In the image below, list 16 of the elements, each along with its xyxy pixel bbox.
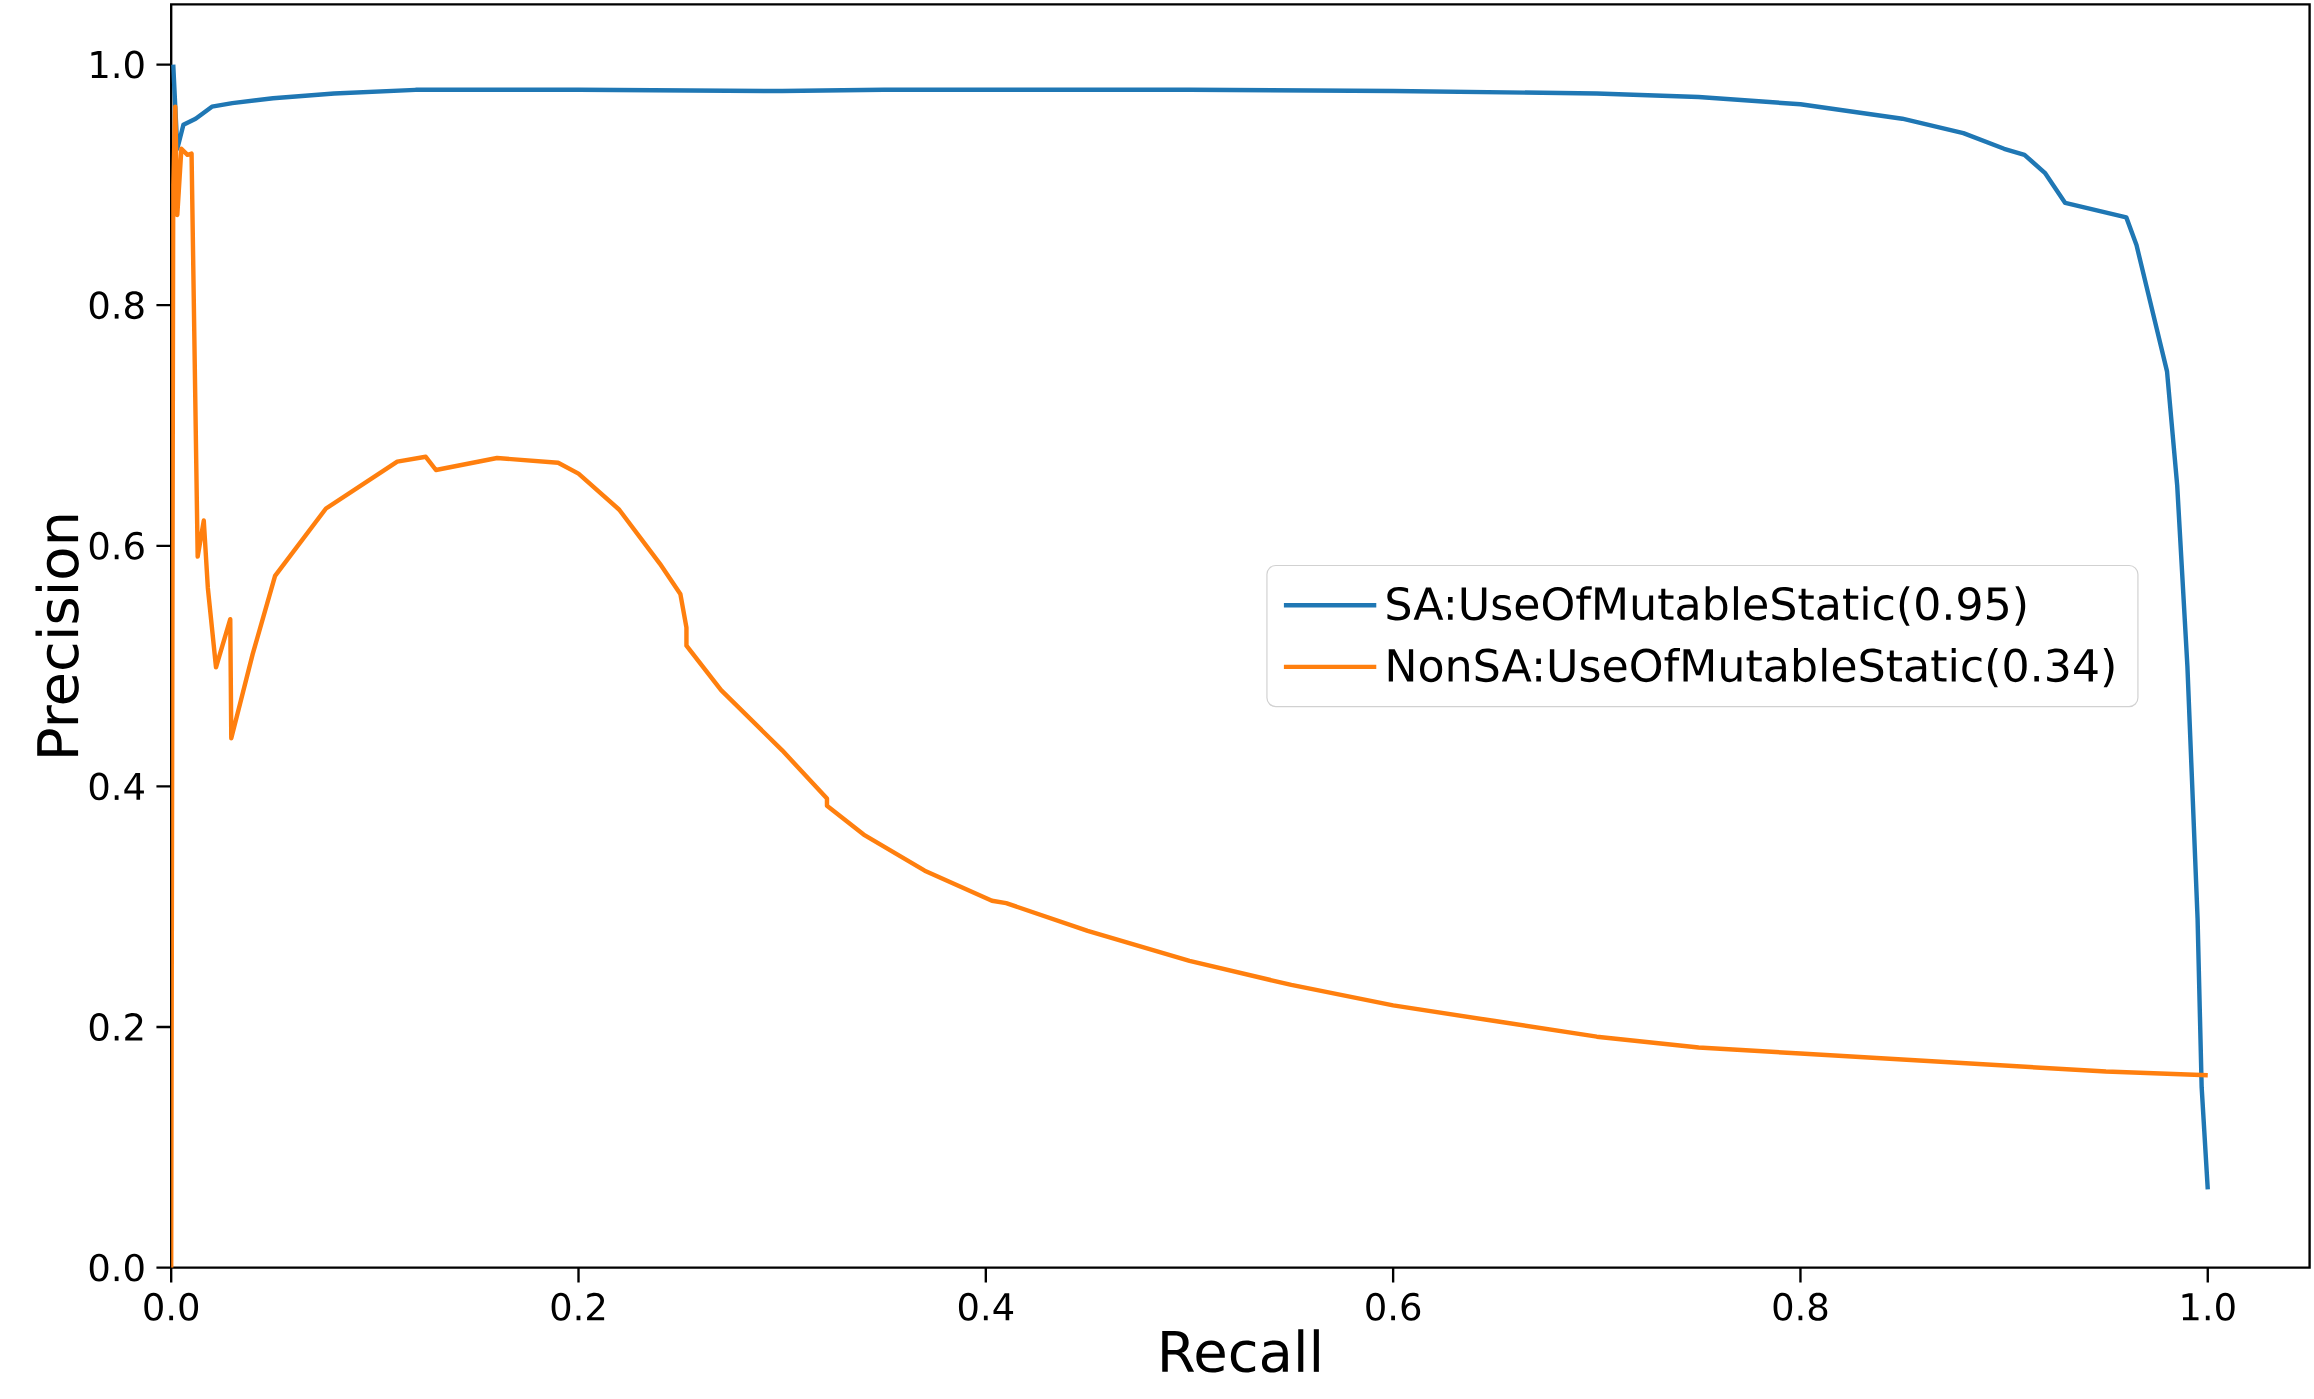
y-tick-label: 0.6: [89, 531, 144, 560]
legend-label: SA:UseOfMutableStatic(0.95): [1387, 586, 2026, 626]
y-tick-label: 0.2: [89, 1013, 143, 1041]
x-axis-title: Recall: [1162, 1329, 1319, 1373]
x-tick-label: 1.0: [2182, 1292, 2235, 1321]
y-tick-label: 0.8: [89, 291, 144, 320]
x-tick-label: 0.4: [958, 1292, 1014, 1321]
x-tick-label: 0.6: [1366, 1292, 1421, 1321]
y-tick-label: 0.4: [89, 772, 144, 801]
y-tick-label: 0.0: [89, 1253, 144, 1282]
legend-label: NonSA:UseOfMutableStatic(0.34): [1388, 647, 2114, 688]
y-axis-title: Precision: [35, 515, 79, 756]
x-tick-label: 0.8: [1773, 1292, 1828, 1321]
x-tick-label: 0.2: [551, 1292, 605, 1321]
y-tick-label: 1.0: [91, 50, 144, 79]
x-tick-label: 0.0: [144, 1292, 199, 1321]
